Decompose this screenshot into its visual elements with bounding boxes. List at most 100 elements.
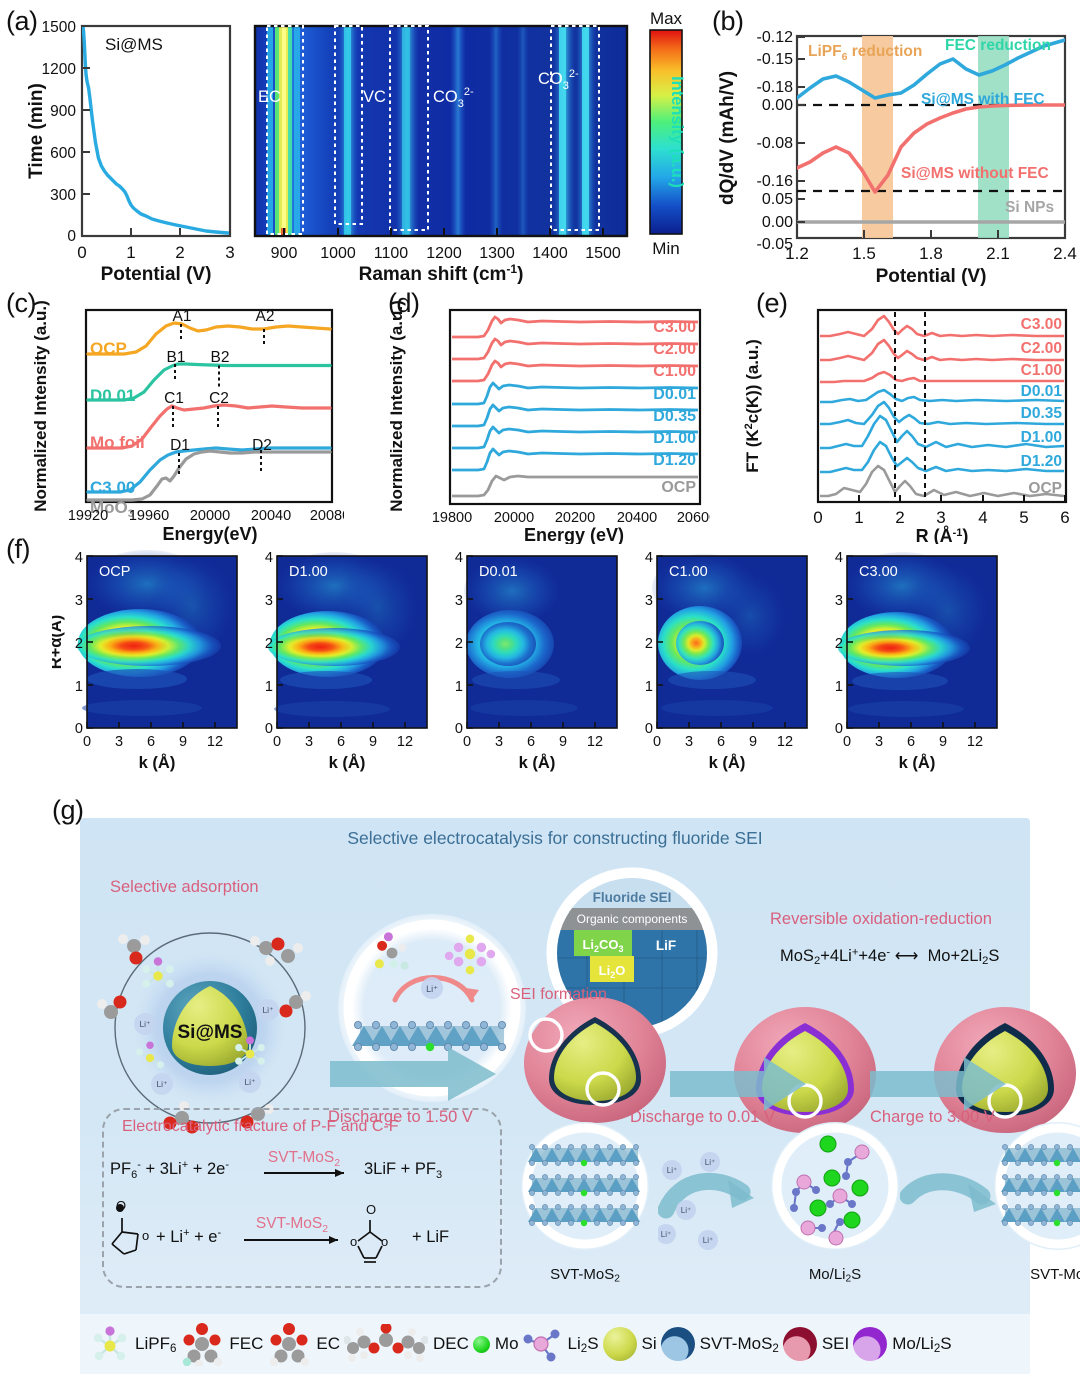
rxn1-catalyst: SVT-MoS2 xyxy=(268,1149,340,1169)
svg-text:6: 6 xyxy=(1060,508,1069,527)
map-label-c300: C3.00 xyxy=(859,564,898,580)
fluoride-sei-inset: Fluoride SEI Organic components Li2CO3 L… xyxy=(546,867,718,1039)
ec-ring-structure: O xyxy=(111,1198,139,1255)
raman-band-label-ec: EC xyxy=(258,88,281,106)
arrow-label-charge-300: Charge to 3.00 V xyxy=(870,1108,995,1126)
svg-text:12: 12 xyxy=(207,734,223,750)
svg-text:-0.12: -0.12 xyxy=(757,29,794,46)
exafs-curve-c200 xyxy=(820,338,1064,362)
svg-text:300: 300 xyxy=(50,187,76,204)
lipf6-reduction-label: LiPF6 reduction xyxy=(808,43,922,63)
svg-text:-0.18: -0.18 xyxy=(757,79,794,96)
svg-text:Li⁺: Li⁺ xyxy=(244,1077,256,1087)
svg-text:3: 3 xyxy=(835,593,843,609)
vc-ring-structure: O xyxy=(357,1202,383,1263)
rxn1-right: 3LiF + PF3 xyxy=(364,1160,442,1181)
series-label-moo3: MoO3 xyxy=(90,498,134,520)
arrow-label-discharge-150: Discharge to 1.50 V xyxy=(328,1108,473,1126)
dec-molecule-icon xyxy=(344,1324,429,1362)
svg-text:0: 0 xyxy=(463,734,471,750)
svg-text:-0.05: -0.05 xyxy=(757,236,794,253)
colorbar-min-label: Min xyxy=(652,239,679,258)
legend-label-si: Si xyxy=(641,1334,657,1353)
svg-text:Li⁺: Li⁺ xyxy=(661,1230,671,1239)
sei-formation-label: SEI formation xyxy=(510,986,607,1003)
wavelet-map-c300: C3.00 4 3 2 1 0 0 3 6 9 12 k (Å) xyxy=(835,550,998,772)
stage-inset-svt-mos2-left xyxy=(521,1122,649,1250)
panel-d-label-d001: D0.01 xyxy=(653,386,696,403)
svg-text:0: 0 xyxy=(835,721,843,737)
raman-band-label-vc: VC xyxy=(363,88,386,106)
series-label-ocp: OCP xyxy=(90,339,127,358)
svg-text:9: 9 xyxy=(179,734,187,750)
svg-text:-0.16: -0.16 xyxy=(757,173,794,190)
svg-text:1200: 1200 xyxy=(42,61,77,78)
svg-text:0: 0 xyxy=(77,243,86,262)
svg-text:1: 1 xyxy=(75,679,83,695)
xanes-curve-ocp xyxy=(86,321,332,356)
svg-text:6: 6 xyxy=(907,734,915,750)
reaction-box xyxy=(102,1108,502,1288)
svg-text:Li⁺: Li⁺ xyxy=(705,1158,715,1167)
svg-text:1.2: 1.2 xyxy=(785,244,809,263)
map-label-d001: D0.01 xyxy=(479,564,518,580)
xanes-d-curve-c300 xyxy=(452,315,699,339)
panel-e-label-c200: C2.00 xyxy=(1021,340,1062,357)
arrow-label-discharge-001: Discharge to 0.01 V xyxy=(630,1108,775,1126)
legend-item-dec: DEC xyxy=(344,1324,469,1364)
svg-text:1100: 1100 xyxy=(374,245,409,262)
xanes-curve-c300 xyxy=(86,446,332,494)
vc-o-left: o xyxy=(350,1234,357,1249)
svg-text:6: 6 xyxy=(147,734,155,750)
map-xlabel-1: k (Å) xyxy=(139,753,176,772)
exafs-curve-c100 xyxy=(820,370,1064,384)
legend-item-svt-mos2: SVT-MoS2 xyxy=(660,1327,779,1361)
exafs-curve-d035 xyxy=(820,400,1064,426)
svg-text:9: 9 xyxy=(369,734,377,750)
svg-text:900: 900 xyxy=(50,103,76,120)
svg-text:0: 0 xyxy=(813,508,822,527)
legend-label-mo: Mo xyxy=(494,1334,519,1353)
si-ms-without-fec-curve xyxy=(797,103,1065,194)
xanes-curve-mofoil xyxy=(86,403,332,450)
colorbar-title: Intensity (a.u.) xyxy=(668,76,686,188)
legend-strip: LiPF6 FEC EC xyxy=(80,1314,1030,1374)
stage-inset-svt-mos2-right xyxy=(994,1122,1080,1250)
svg-text:900: 900 xyxy=(271,245,298,262)
si-ms-core-label: Si@MS xyxy=(178,1022,243,1043)
svg-text:Li⁺: Li⁺ xyxy=(156,1079,168,1089)
legend-label-fec: FEC xyxy=(229,1334,264,1353)
svg-text:1: 1 xyxy=(645,679,653,695)
svg-text:Li⁺: Li⁺ xyxy=(703,1236,713,1245)
exafs-curve-c300 xyxy=(820,314,1064,338)
svg-text:20080: 20080 xyxy=(310,508,344,524)
svg-text:0: 0 xyxy=(75,721,83,737)
svg-text:-0.15: -0.15 xyxy=(757,51,794,68)
svg-text:3: 3 xyxy=(875,734,883,750)
exafs-ref-lines xyxy=(894,312,926,500)
panel-e-chart: C3.00 C2.00 C1.00 D0.01 D0.35 D1.00 D1.2… xyxy=(743,308,1070,544)
svg-text:4: 4 xyxy=(75,550,83,566)
ec-ring-o: o xyxy=(142,1228,149,1243)
svt-mos2-sphere-icon xyxy=(660,1327,695,1361)
exafs-curve-d100 xyxy=(820,414,1065,450)
svg-text:12: 12 xyxy=(397,734,413,750)
svg-text:3: 3 xyxy=(685,734,693,750)
series-label-mofoil: Mo foil xyxy=(90,433,145,452)
svg-text:Li⁺: Li⁺ xyxy=(139,1019,151,1029)
stage-label-svt-mos2-left: SVT-MoS2 xyxy=(550,1266,620,1285)
svg-text:2: 2 xyxy=(75,636,83,652)
colorbar-max-label: Max xyxy=(650,9,683,28)
arrow-discharge-001 xyxy=(670,1057,806,1111)
mos2-layers-icon xyxy=(528,1144,640,1227)
fluoride-sei-title: Fluoride SEI xyxy=(593,890,672,905)
lipf6-band xyxy=(862,36,893,238)
svg-text:4: 4 xyxy=(265,550,273,566)
svg-text:0: 0 xyxy=(653,734,661,750)
exafs-curve-ocp xyxy=(820,464,1065,498)
svg-text:-0.08: -0.08 xyxy=(757,135,794,152)
svg-text:3: 3 xyxy=(645,593,653,609)
panel-d-tag: (d) xyxy=(388,288,420,318)
svg-text:2: 2 xyxy=(265,636,273,652)
